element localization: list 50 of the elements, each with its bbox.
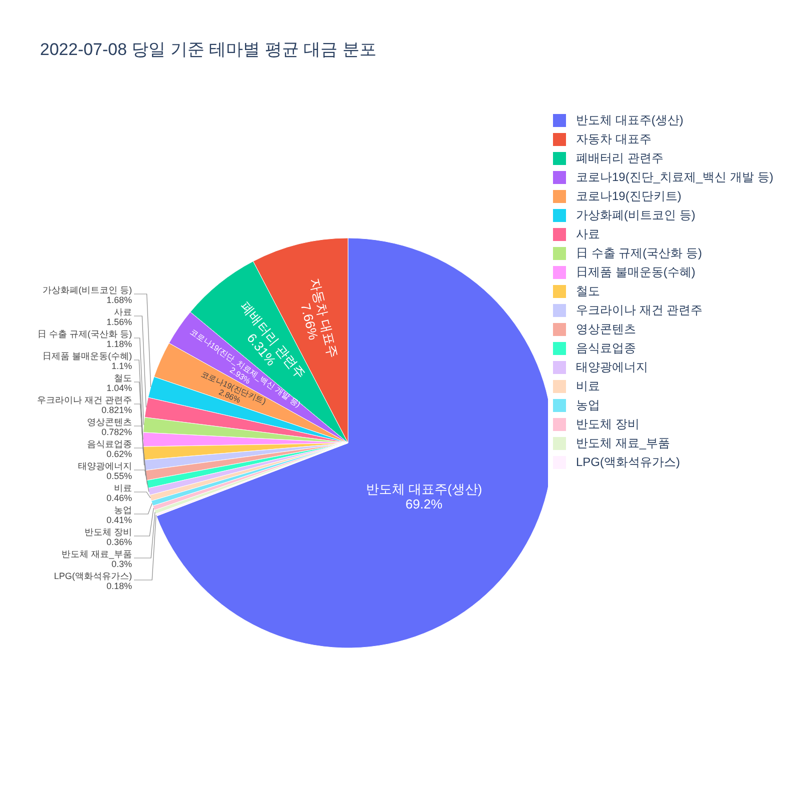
slice-label: 농업 bbox=[114, 505, 132, 515]
data-label: 0.3% bbox=[111, 559, 132, 569]
legend-label: 반도체 대표주(생산) bbox=[576, 112, 684, 129]
legend-label: 폐배터리 관련주 bbox=[576, 150, 664, 167]
data-label: 0.55% bbox=[106, 471, 132, 481]
data-label: 1.18% bbox=[106, 339, 132, 349]
legend-label: 비료 bbox=[576, 378, 600, 395]
data-label: 0.62% bbox=[106, 449, 132, 459]
data-label: 1.56% bbox=[106, 317, 132, 327]
chart-title: 2022-07-08 당일 기준 테마별 평균 대금 분포 bbox=[40, 39, 376, 61]
legend-label: 태양광에너지 bbox=[576, 359, 648, 376]
slice-label: 태양광에너지 bbox=[78, 461, 132, 471]
data-label: 0.46% bbox=[106, 493, 132, 503]
slice-label: 영상콘텐츠 bbox=[87, 417, 132, 427]
data-label: 1.1% bbox=[111, 361, 132, 371]
slice-label: 日제품 불매운동(수혜) bbox=[42, 351, 132, 361]
data-label: 0.18% bbox=[106, 581, 132, 591]
data-label: 1.04% bbox=[106, 383, 132, 393]
legend-label: 영상콘텐츠 bbox=[576, 321, 636, 338]
legend-label: 日제품 불매운동(수혜) bbox=[576, 264, 696, 281]
slice-label: 日 수출 규제(국산화 등) bbox=[38, 329, 132, 339]
slice-label: 음식료업종 bbox=[87, 439, 132, 449]
legend-label: 가상화폐(비트코인 등) bbox=[576, 207, 696, 224]
slice-label: 반도체 장비 bbox=[84, 527, 132, 537]
legend-label: 우크라이나 재건 관련주 bbox=[576, 302, 703, 319]
legend-label: 철도 bbox=[576, 283, 600, 300]
slice-label: 우크라이나 재건 관련주 bbox=[36, 395, 132, 405]
legend-label: 日 수출 규제(국산화 등) bbox=[576, 245, 702, 262]
legend-label: LPG(액화석유가스) bbox=[576, 454, 680, 471]
data-label: 0.782% bbox=[101, 427, 132, 437]
data-label: 69.2% bbox=[406, 496, 443, 512]
legend-label: 자동차 대표주 bbox=[576, 131, 652, 148]
data-label: 1.68% bbox=[106, 295, 132, 305]
data-label: 0.821% bbox=[101, 405, 132, 415]
legend-label: 반도체 재료_부품 bbox=[576, 435, 670, 452]
slice-label: 반도체 대표주(생산) bbox=[366, 481, 482, 496]
data-label: 0.36% bbox=[106, 537, 132, 547]
slice-label: 철도 bbox=[114, 373, 132, 383]
data-label: 0.41% bbox=[106, 515, 132, 525]
slice-label: LPG(액화석유가스) bbox=[54, 571, 132, 581]
slice-label: 가상화폐(비트코인 등) bbox=[42, 285, 132, 295]
legend-label: 농업 bbox=[576, 397, 600, 414]
legend-label: 코로나19(진단_치료제_백신 개발 등) bbox=[576, 169, 774, 186]
slice-label: 사료 bbox=[114, 307, 132, 317]
legend-label: 코로나19(진단키트) bbox=[576, 188, 682, 205]
slice-label: 반도체 재료_부품 bbox=[61, 549, 132, 559]
legend-label: 사료 bbox=[576, 226, 600, 243]
legend-label: 반도체 장비 bbox=[576, 416, 640, 433]
legend-label: 음식료업종 bbox=[576, 340, 636, 357]
slice-label: 비료 bbox=[114, 483, 132, 493]
